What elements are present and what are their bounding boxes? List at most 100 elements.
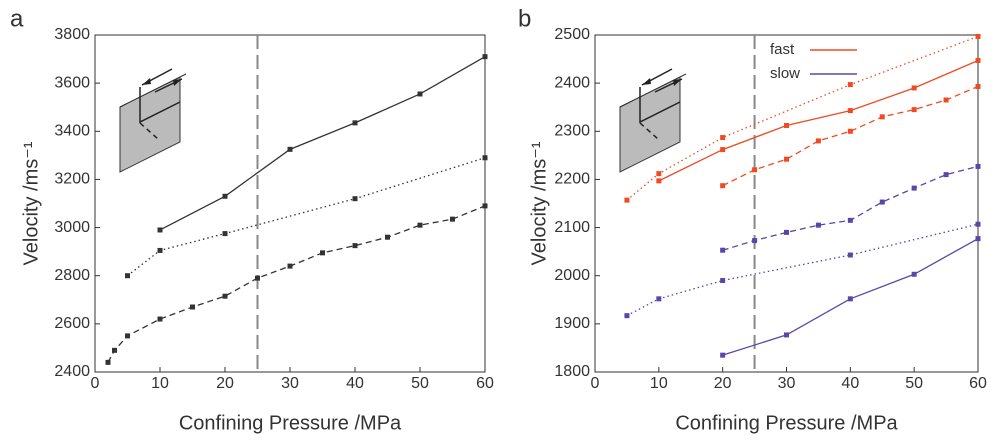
data-point: [320, 250, 325, 256]
data-point: [450, 216, 455, 222]
data-point: [255, 275, 260, 281]
inset-arrow-head: [673, 79, 682, 86]
panel-label: b: [518, 5, 531, 32]
y-axis-label: Velocity /ms⁻¹: [528, 141, 550, 265]
data-point: [943, 97, 949, 103]
data-point: [352, 120, 358, 126]
series-line: [626, 35, 979, 201]
y-tick-label: 2500: [554, 26, 590, 43]
data-point: [879, 199, 885, 205]
y-tick-label: 2400: [554, 74, 590, 91]
inset-dots: [641, 102, 679, 122]
data-point: [656, 171, 662, 177]
x-tick-label: 60: [969, 375, 987, 392]
data-point: [222, 231, 228, 237]
series-line: [626, 223, 979, 317]
y-tick-label: 2000: [554, 267, 590, 284]
y-tick-label: 3000: [54, 219, 90, 236]
data-point: [975, 236, 981, 242]
data-point: [287, 263, 293, 269]
data-point: [190, 304, 195, 310]
series-line: [127, 157, 486, 277]
data-point: [975, 221, 981, 227]
x-tick-label: 30: [281, 375, 299, 392]
data-point: [911, 185, 917, 191]
x-tick-label: 10: [650, 375, 668, 392]
data-point: [720, 247, 726, 253]
data-point: [157, 316, 163, 322]
panel-label: a: [10, 5, 24, 32]
series-line: [658, 59, 979, 182]
x-tick-label: 50: [905, 375, 923, 392]
x-tick-label: 0: [91, 375, 100, 392]
inset-slab: [119, 76, 181, 173]
data-point: [847, 82, 853, 88]
inset-slab-side: [619, 73, 687, 108]
y-tick-label: 3600: [54, 74, 90, 91]
data-point: [975, 33, 981, 39]
x-tick-label: 10: [151, 375, 169, 392]
data-point: [847, 296, 853, 302]
y-tick-label: 2200: [554, 171, 590, 188]
y-tick-label: 3400: [54, 123, 90, 140]
data-point: [847, 217, 853, 223]
series-line: [107, 205, 486, 363]
data-point: [847, 252, 853, 258]
data-point: [720, 278, 726, 284]
y-tick-label: 3200: [54, 171, 90, 188]
data-point: [105, 359, 111, 365]
y-axis-label: Velocity /ms⁻¹: [20, 141, 42, 265]
inset-arrow-head: [642, 78, 651, 85]
y-tick-label: 2400: [54, 363, 90, 380]
data-point: [417, 91, 423, 97]
data-point: [656, 296, 662, 302]
data-point: [417, 222, 423, 228]
x-tick-label: 30: [778, 375, 796, 392]
data-point: [125, 333, 130, 339]
data-point: [847, 108, 853, 114]
x-tick-label: 20: [216, 375, 234, 392]
data-point: [352, 243, 358, 249]
data-point: [879, 114, 885, 120]
series-line: [722, 85, 979, 187]
x-tick-label: 20: [714, 375, 732, 392]
data-point: [720, 147, 726, 153]
data-point: [720, 183, 726, 189]
inset-icon: [619, 68, 687, 173]
data-point: [784, 332, 789, 338]
y-tick-label: 1800: [554, 363, 590, 380]
series-line: [722, 165, 979, 251]
legend-label: fast: [770, 41, 795, 58]
data-point: [815, 222, 821, 228]
data-point: [975, 163, 981, 169]
data-point: [911, 271, 917, 277]
data-point: [125, 273, 130, 279]
data-point: [385, 234, 390, 240]
data-point: [222, 293, 228, 299]
x-tick-label: 0: [591, 375, 600, 392]
data-point: [222, 193, 228, 199]
legend-label: slow: [770, 65, 800, 82]
data-point: [784, 123, 789, 129]
x-tick-label: 50: [411, 375, 429, 392]
data-point: [784, 156, 789, 162]
y-tick-label: 2100: [554, 219, 590, 236]
inset-axis: [639, 87, 681, 124]
x-tick-label: 60: [476, 375, 494, 392]
data-point: [157, 247, 163, 253]
data-point: [624, 313, 630, 319]
data-point: [975, 84, 981, 90]
y-tick-label: 2800: [54, 267, 90, 284]
data-point: [720, 352, 726, 358]
y-tick-label: 2300: [554, 123, 590, 140]
data-point: [784, 229, 789, 235]
data-point: [287, 146, 293, 152]
x-axis-label: Confining Pressure /MPa: [675, 412, 898, 434]
inset-arrow-head: [142, 78, 151, 85]
data-point: [157, 227, 163, 233]
data-point: [482, 54, 488, 60]
data-point: [720, 135, 726, 141]
data-point: [482, 155, 488, 161]
data-point: [352, 196, 358, 202]
